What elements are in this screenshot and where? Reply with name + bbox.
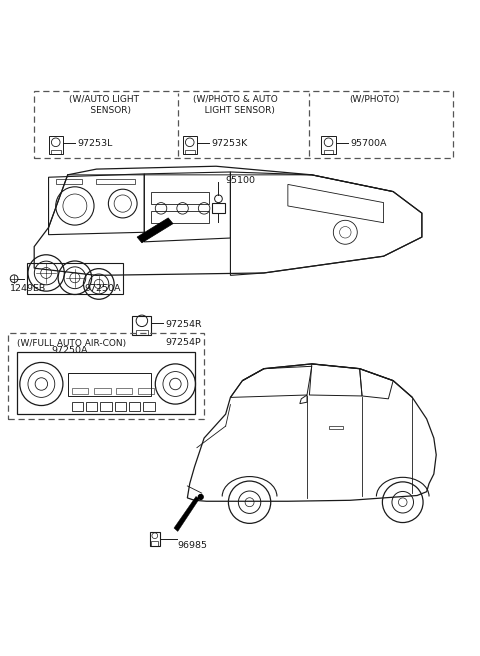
Bar — [68, 373, 152, 396]
Bar — [132, 316, 152, 335]
Bar — [152, 211, 209, 222]
Text: 97250A: 97250A — [84, 284, 121, 293]
Text: 97254P: 97254P — [166, 338, 202, 347]
Bar — [324, 150, 333, 154]
Text: 97250A: 97250A — [51, 346, 87, 355]
Bar — [144, 401, 155, 411]
Text: 95700A: 95700A — [350, 139, 386, 148]
Circle shape — [198, 495, 203, 499]
Text: (W/PHOTO): (W/PHOTO) — [349, 95, 399, 104]
Bar — [322, 136, 336, 154]
Bar — [100, 401, 112, 411]
Bar — [94, 388, 111, 394]
Text: 97254R: 97254R — [166, 320, 203, 329]
Bar — [152, 541, 158, 546]
Text: 96985: 96985 — [178, 541, 208, 550]
Bar — [72, 388, 88, 394]
Polygon shape — [137, 218, 173, 243]
Polygon shape — [174, 497, 199, 531]
Bar — [48, 136, 63, 154]
Text: 97253K: 97253K — [211, 139, 248, 148]
Bar — [185, 150, 194, 154]
Bar — [212, 203, 225, 213]
Bar — [8, 333, 204, 419]
Bar — [56, 178, 82, 184]
Bar — [115, 401, 126, 411]
Bar — [129, 401, 141, 411]
Bar — [17, 352, 194, 414]
Text: (W/PHOTO & AUTO
   LIGHT SENSOR): (W/PHOTO & AUTO LIGHT SENSOR) — [193, 95, 277, 115]
Bar — [136, 331, 148, 335]
Bar — [138, 388, 155, 394]
Text: 97253L: 97253L — [77, 139, 113, 148]
Bar — [150, 533, 159, 546]
Bar — [328, 426, 343, 430]
Bar — [34, 91, 453, 157]
Bar — [182, 136, 197, 154]
Text: (W/AUTO LIGHT
     SENSOR): (W/AUTO LIGHT SENSOR) — [69, 95, 139, 115]
Bar — [72, 401, 83, 411]
Text: 95100: 95100 — [226, 176, 256, 185]
Bar — [51, 150, 60, 154]
Bar — [96, 178, 135, 184]
Bar — [86, 401, 97, 411]
Bar — [27, 264, 123, 295]
Bar — [152, 192, 209, 203]
Text: (W/FULL AUTO AIR-CON): (W/FULL AUTO AIR-CON) — [17, 338, 127, 348]
Bar — [116, 388, 132, 394]
Text: 1249EB: 1249EB — [10, 284, 47, 293]
